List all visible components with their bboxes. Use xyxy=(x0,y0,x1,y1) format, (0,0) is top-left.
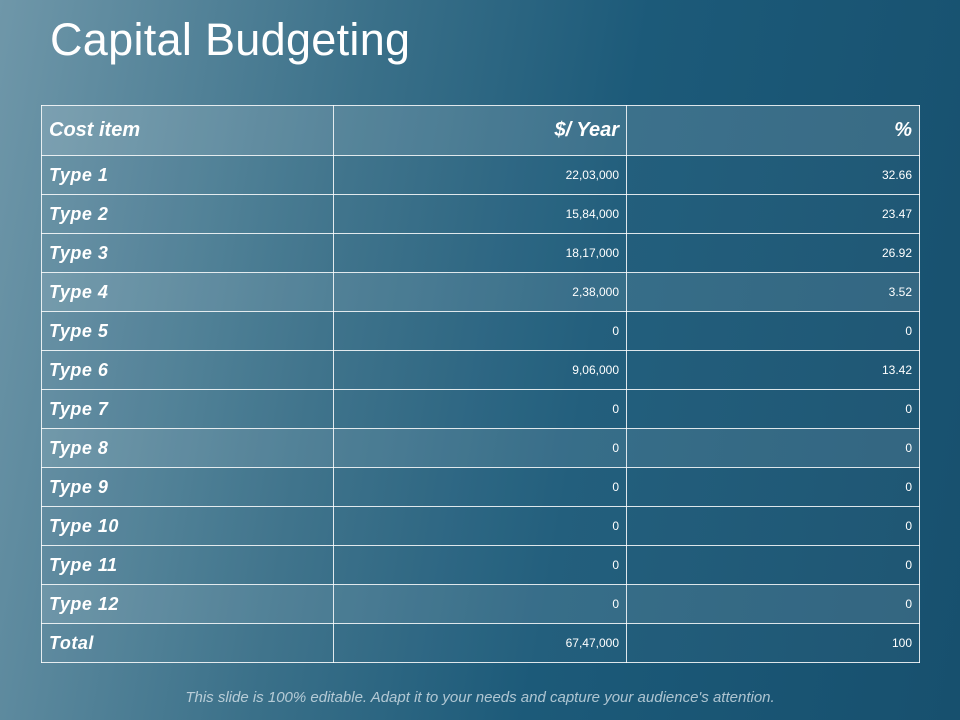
cost-item-cell: Type 9 xyxy=(41,467,334,507)
percent-cell: 0 xyxy=(626,506,920,546)
cost-item-cell: Type 4 xyxy=(41,272,334,312)
table-row: Type 12 0 0 xyxy=(41,584,920,624)
table-row: Type 9 0 0 xyxy=(41,467,920,507)
percent-cell: 32.66 xyxy=(626,155,920,195)
percent-cell: 0 xyxy=(626,311,920,351)
per-year-cell: 15,84,000 xyxy=(333,194,627,234)
percent-cell: 0 xyxy=(626,389,920,429)
table-row: Type 5 0 0 xyxy=(41,311,920,351)
per-year-cell: 18,17,000 xyxy=(333,233,627,273)
table-row: Type 7 0 0 xyxy=(41,389,920,429)
cost-item-cell: Type 8 xyxy=(41,428,334,468)
cost-item-cell: Type 2 xyxy=(41,194,334,234)
cost-item-cell: Type 5 xyxy=(41,311,334,351)
table-row: Type 11 0 0 xyxy=(41,545,920,585)
percent-cell: 0 xyxy=(626,584,920,624)
table-body: Type 1 22,03,000 32.66 Type 2 15,84,000 … xyxy=(41,155,920,663)
cost-item-cell: Type 11 xyxy=(41,545,334,585)
slide-title: Capital Budgeting xyxy=(50,14,411,65)
percent-cell: 3.52 xyxy=(626,272,920,312)
percent-cell: 23.47 xyxy=(626,194,920,234)
per-year-cell: 0 xyxy=(333,545,627,585)
cost-item-cell: Type 10 xyxy=(41,506,334,546)
table-row: Type 1 22,03,000 32.66 xyxy=(41,155,920,195)
percent-cell: 0 xyxy=(626,545,920,585)
per-year-cell: 0 xyxy=(333,311,627,351)
per-year-cell: 0 xyxy=(333,584,627,624)
footer-note: This slide is 100% editable. Adapt it to… xyxy=(185,689,775,706)
percent-cell: 26.92 xyxy=(626,233,920,273)
total-per-year-cell: 67,47,000 xyxy=(333,623,627,663)
total-percent-cell: 100 xyxy=(626,623,920,663)
per-year-cell: 22,03,000 xyxy=(333,155,627,195)
table-row: Type 2 15,84,000 23.47 xyxy=(41,194,920,234)
table-row: Type 6 9,06,000 13.42 xyxy=(41,350,920,390)
per-year-cell: 0 xyxy=(333,506,627,546)
table-row: Type 4 2,38,000 3.52 xyxy=(41,272,920,312)
per-year-cell: 9,06,000 xyxy=(333,350,627,390)
per-year-cell: 2,38,000 xyxy=(333,272,627,312)
header-per-year: $/ Year xyxy=(333,105,627,156)
percent-cell: 13.42 xyxy=(626,350,920,390)
budget-table-container: Cost item $/ Year % Type 1 22,03,000 32.… xyxy=(41,105,920,663)
percent-cell: 0 xyxy=(626,467,920,507)
total-label-cell: Total xyxy=(41,623,334,663)
header-percent: % xyxy=(626,105,920,156)
cost-item-cell: Type 6 xyxy=(41,350,334,390)
table-row: Type 8 0 0 xyxy=(41,428,920,468)
cost-item-cell: Type 3 xyxy=(41,233,334,273)
per-year-cell: 0 xyxy=(333,389,627,429)
per-year-cell: 0 xyxy=(333,467,627,507)
cost-item-cell: Type 7 xyxy=(41,389,334,429)
header-row: Cost item $/ Year % xyxy=(41,105,920,156)
cost-item-cell: Type 1 xyxy=(41,155,334,195)
budget-table: Cost item $/ Year % Type 1 22,03,000 32.… xyxy=(41,105,920,663)
table-row: Type 3 18,17,000 26.92 xyxy=(41,233,920,273)
header-cost-item: Cost item xyxy=(41,105,334,156)
per-year-cell: 0 xyxy=(333,428,627,468)
percent-cell: 0 xyxy=(626,428,920,468)
table-row: Type 10 0 0 xyxy=(41,506,920,546)
table-header: Cost item $/ Year % xyxy=(41,105,920,156)
cost-item-cell: Type 12 xyxy=(41,584,334,624)
total-row: Total 67,47,000 100 xyxy=(41,623,920,663)
